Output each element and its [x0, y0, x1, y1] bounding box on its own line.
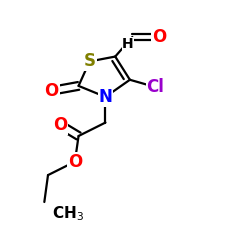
Text: O: O [44, 82, 59, 100]
Text: N: N [98, 88, 112, 106]
Text: H: H [122, 38, 134, 52]
Text: S: S [84, 52, 96, 70]
Text: O: O [68, 153, 82, 171]
Text: O: O [152, 28, 166, 46]
Text: O: O [53, 116, 67, 134]
Text: CH$_3$: CH$_3$ [52, 204, 84, 223]
Text: Cl: Cl [146, 78, 164, 96]
